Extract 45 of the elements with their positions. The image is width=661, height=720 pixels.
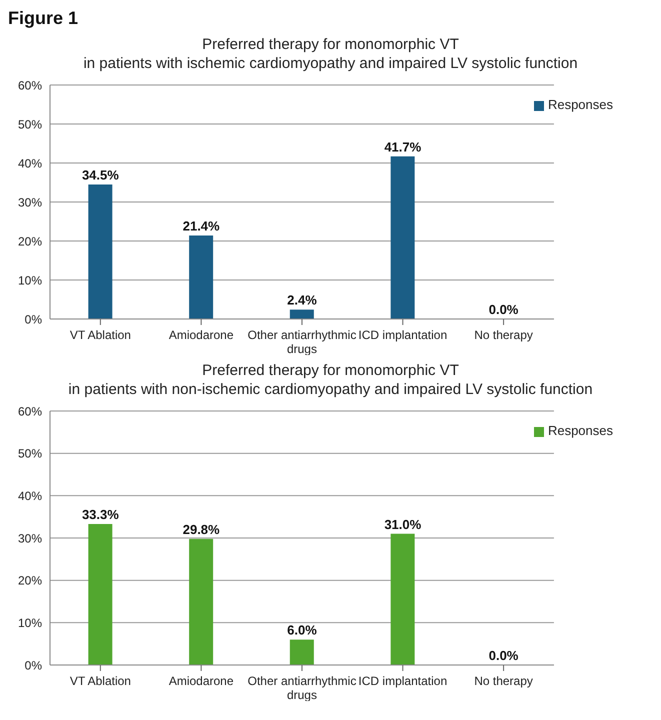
y-tick-label: 20% <box>18 234 42 248</box>
x-tick-label: No therapy <box>474 328 533 342</box>
bar <box>390 156 415 319</box>
x-tick-label: ICD implantation <box>358 674 448 688</box>
legend-label: Responses <box>548 423 613 438</box>
y-tick-label: 20% <box>18 574 42 588</box>
data-label: 34.5% <box>82 167 120 182</box>
y-tick-label: 60% <box>18 404 42 418</box>
x-tick-label: VT Ablation <box>70 328 131 342</box>
data-label: 31.0% <box>384 516 422 532</box>
y-tick-label: 10% <box>18 616 42 630</box>
y-tick-label: 50% <box>18 446 42 461</box>
chart-title: Preferred therapy for monomorphic VT in patients with ischemic cardiomyopathy and impaired LV systolic function <box>82 35 579 73</box>
data-label: 6.0% <box>287 622 318 638</box>
bar <box>88 524 112 665</box>
data-label: 33.3% <box>82 507 120 522</box>
y-tick-label: 30% <box>18 531 42 546</box>
data-label: 0.0% <box>488 648 519 663</box>
x-tick-label: ICD implantation <box>358 328 448 342</box>
bar <box>390 534 415 665</box>
y-tick-label: 0% <box>24 312 42 326</box>
y-tick-label: 40% <box>18 488 42 503</box>
bar <box>290 640 314 665</box>
x-tick-label: Amiodarone <box>168 674 234 688</box>
y-tick-label: 10% <box>18 273 42 288</box>
y-tick-label: 40% <box>18 156 42 170</box>
caption: Figure 1 <box>8 8 80 29</box>
y-tick-label: 50% <box>18 117 42 132</box>
bar <box>290 310 314 319</box>
bar <box>189 236 214 319</box>
x-tick-label: Amiodarone <box>168 328 234 342</box>
bar <box>189 538 214 665</box>
bar <box>88 184 112 319</box>
legend-label: Responses <box>548 97 613 112</box>
data-label: 2.4% <box>287 292 318 308</box>
x-tick-label: No therapy <box>474 674 533 688</box>
data-label: 41.7% <box>384 139 422 154</box>
data-label: 0.0% <box>488 302 519 317</box>
y-tick-label: 60% <box>18 78 42 92</box>
data-label: 21.4% <box>182 218 220 234</box>
x-tick-label: VT Ablation <box>70 674 131 688</box>
chart-title: Preferred therapy for monomorphic VT in patients with non-ischemic cardiomyopathy and impaired LV systolic function <box>67 361 594 399</box>
data-label: 29.8% <box>182 522 220 537</box>
y-tick-label: 0% <box>24 658 42 672</box>
y-tick-label: 30% <box>18 195 42 210</box>
